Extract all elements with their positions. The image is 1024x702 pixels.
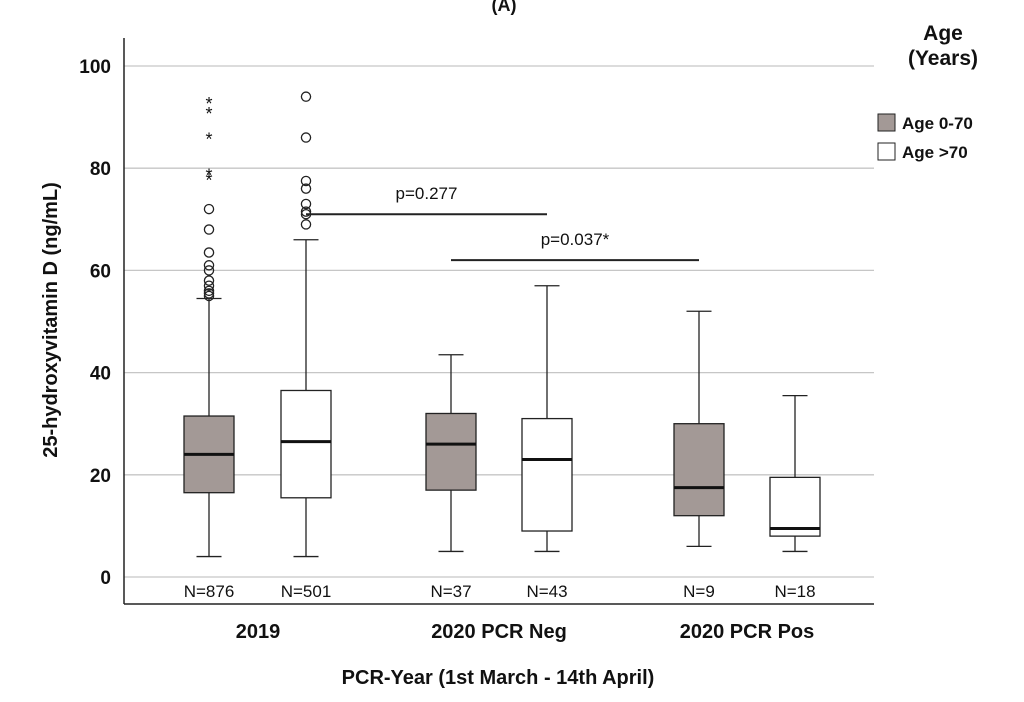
box-2 (280, 91, 332, 558)
legend-swatch-age-over-70 (877, 142, 896, 161)
outlier-circle (300, 206, 312, 217)
outlier-star: * (205, 170, 212, 190)
y-axis-label: 25-hydroxyvitamin D (ng/mL) (40, 182, 62, 458)
n-label: N=876 (184, 582, 235, 601)
x-category-label: 2020 PCR Neg (431, 621, 567, 643)
outlier-star: * (205, 130, 212, 150)
y-tick-label: 80 (90, 159, 111, 180)
legend-title-line1: Age (923, 22, 963, 45)
boxes: ***** (183, 91, 821, 558)
outlier-circle (300, 183, 312, 194)
gridlines (124, 65, 874, 578)
outlier-circle (300, 175, 312, 187)
outlier-circle (300, 91, 312, 102)
legend-label-age-0-70: Age 0-70 (902, 114, 973, 133)
iqr-box (280, 389, 332, 499)
outlier-circle (203, 224, 215, 235)
axes (123, 38, 874, 605)
n-label: N=43 (526, 582, 567, 601)
n-label: N=9 (683, 582, 715, 601)
box-3 (425, 354, 477, 553)
n-label: N=37 (430, 582, 471, 601)
legend: Age (Years) Age 0-70 Age >70 (877, 22, 978, 162)
outlier-circle (203, 285, 215, 297)
x-category-label: 2020 PCR Pos (680, 621, 815, 643)
outlier-circle (300, 198, 312, 210)
outlier-circle (203, 288, 215, 299)
legend-title-line2: (Years) (908, 47, 978, 70)
iqr-box (673, 423, 725, 517)
box-4 (521, 285, 573, 553)
significance-annotations: p=0.277 p=0.037* (306, 184, 699, 262)
y-tick-label: 100 (79, 57, 111, 78)
iqr-box (521, 417, 573, 532)
x-category-label: 2019 (236, 621, 281, 643)
iqr-box (425, 412, 477, 491)
outlier-circle (300, 132, 312, 143)
n-labels: N=876 N=501 N=37 N=43 N=9 N=18 (184, 582, 816, 601)
y-tick-label: 40 (90, 364, 111, 385)
outlier-star: * (205, 165, 212, 185)
n-label: N=18 (774, 582, 815, 601)
iqr-box (769, 476, 821, 537)
outlier-circle (203, 280, 215, 291)
n-label: N=501 (281, 582, 332, 601)
box-6 (769, 394, 821, 553)
y-tick-label: 60 (90, 261, 111, 282)
annotation-1: p=0.277 (306, 184, 547, 216)
outlier-star: * (205, 94, 212, 114)
box-1: ***** (183, 94, 235, 558)
outlier-circle (203, 275, 215, 286)
y-tick-label: 20 (90, 466, 111, 487)
annotation-2: p=0.037* (451, 230, 699, 262)
x-category-labels: 2019 2020 PCR Neg 2020 PCR Pos (236, 621, 815, 643)
p-value-label: p=0.277 (396, 184, 458, 203)
outlier-circle (203, 265, 215, 276)
box-5 (673, 310, 725, 547)
p-value-label: p=0.037* (541, 230, 610, 249)
x-axis-label: PCR-Year (1st March - 14th April) (342, 667, 655, 689)
legend-swatch-age-0-70 (877, 113, 896, 132)
panel-label: (A) (492, 0, 517, 15)
outlier-circle (203, 260, 215, 271)
outlier-circle (300, 219, 312, 230)
legend-label-age-over-70: Age >70 (902, 143, 968, 162)
outlier-circle (203, 290, 215, 302)
outlier-circle (203, 203, 215, 215)
y-tick-label: 0 (100, 568, 111, 589)
outlier-circle (203, 247, 215, 258)
y-tick-labels: 0 20 40 60 80 100 (79, 57, 111, 589)
outlier-star: * (205, 104, 212, 124)
